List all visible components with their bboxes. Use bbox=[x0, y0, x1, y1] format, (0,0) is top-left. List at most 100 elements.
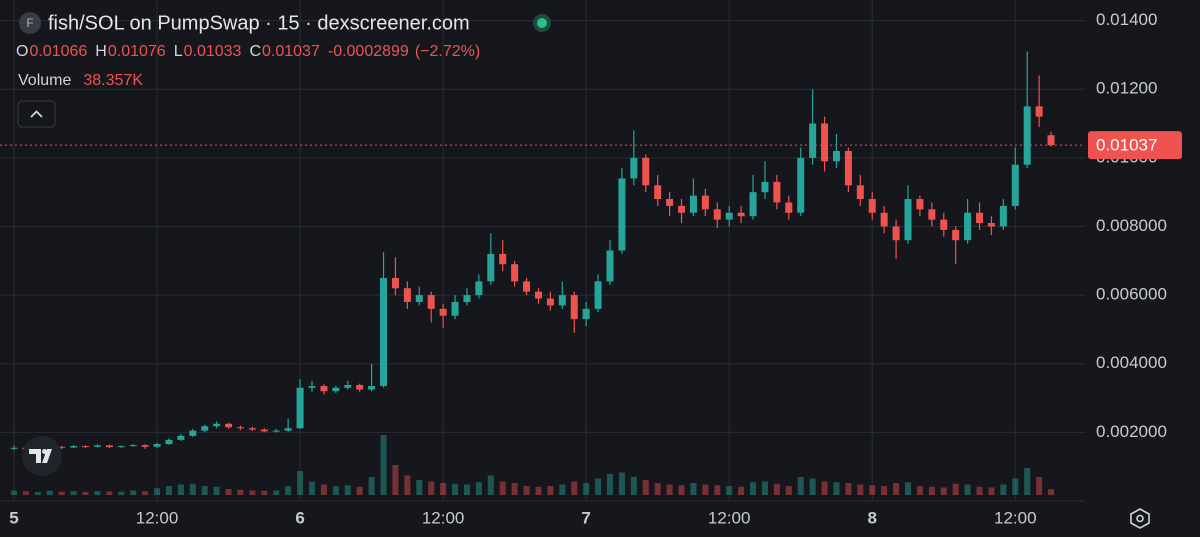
volume-bar bbox=[344, 485, 351, 495]
candle-body bbox=[105, 445, 113, 448]
volume-bar bbox=[523, 486, 530, 495]
volume-bar bbox=[809, 478, 816, 495]
volume-bar bbox=[547, 486, 554, 495]
candle-body bbox=[1035, 106, 1043, 117]
volume-value: 38.357K bbox=[83, 72, 143, 89]
legend-key: C bbox=[249, 43, 261, 60]
candle-body bbox=[403, 288, 411, 302]
candle-body bbox=[177, 435, 185, 440]
volume-bar bbox=[332, 486, 339, 495]
candle-body bbox=[856, 185, 864, 200]
legend-key: L bbox=[174, 43, 183, 60]
candle-body bbox=[272, 430, 280, 432]
volume-bar bbox=[285, 486, 292, 495]
candle-body bbox=[93, 445, 101, 447]
candle-body bbox=[892, 226, 900, 241]
legend-key: H bbox=[95, 43, 107, 60]
candle-body bbox=[1011, 164, 1019, 206]
volume-bar bbox=[630, 477, 637, 495]
candle-body bbox=[868, 199, 876, 213]
volume-bar bbox=[34, 492, 41, 495]
candle-body bbox=[499, 253, 507, 265]
logo-letter: F bbox=[26, 16, 33, 30]
legend-key: O bbox=[16, 43, 28, 60]
volume-bar bbox=[475, 482, 482, 495]
logo bbox=[19, 12, 41, 34]
volume-bar bbox=[845, 483, 852, 495]
candle-body bbox=[678, 205, 686, 213]
volume-bar bbox=[213, 486, 220, 495]
overlay: 0.01037 bbox=[0, 131, 1182, 160]
candle-body bbox=[999, 205, 1007, 227]
volume-bar bbox=[618, 472, 625, 495]
candle-body bbox=[320, 386, 328, 392]
volume-bar bbox=[22, 491, 29, 495]
x-tick-label: 8 bbox=[868, 508, 877, 527]
candle-body bbox=[201, 426, 209, 431]
volume-bar bbox=[130, 490, 137, 495]
volume-bar bbox=[487, 475, 494, 495]
candle-body bbox=[618, 178, 626, 251]
settings-icon[interactable] bbox=[1130, 508, 1150, 529]
candle-body bbox=[737, 212, 745, 217]
legend: O 0.01066 H 0.01076 L 0.01033 C 0.01037 -0.00028… bbox=[16, 43, 480, 89]
volume-bar bbox=[928, 486, 935, 495]
candle-body bbox=[940, 219, 948, 230]
volume-bar bbox=[583, 483, 590, 495]
volume-bar bbox=[666, 484, 673, 495]
volume-bar bbox=[452, 483, 459, 495]
volume-bar bbox=[82, 492, 89, 495]
volume-bar bbox=[58, 491, 65, 495]
candle-body bbox=[523, 281, 531, 292]
candle-body bbox=[809, 123, 817, 158]
candle-body bbox=[916, 199, 924, 210]
volume-bar bbox=[654, 483, 661, 495]
volume-bar bbox=[1048, 489, 1055, 495]
volume-bar bbox=[607, 474, 613, 495]
volume-bar bbox=[273, 490, 280, 495]
volume-bar bbox=[261, 490, 268, 495]
volume-name: Volume bbox=[18, 72, 71, 89]
volume-bar bbox=[702, 484, 709, 495]
candle-body bbox=[10, 447, 18, 449]
volume-bar bbox=[976, 486, 983, 495]
y-tick-label: 0.006000 bbox=[1096, 285, 1167, 304]
volume-bar bbox=[714, 485, 721, 495]
candle-body bbox=[344, 385, 352, 388]
volume-bar bbox=[440, 483, 447, 495]
volume-bar bbox=[511, 483, 518, 495]
candle-body bbox=[880, 212, 888, 227]
legend-value: 0.01037 bbox=[262, 43, 320, 60]
volume-bar bbox=[905, 482, 911, 495]
candle-body bbox=[1023, 106, 1031, 165]
candles bbox=[10, 51, 1055, 451]
candle-body bbox=[713, 209, 721, 220]
volume-bar bbox=[320, 484, 327, 495]
candle-body bbox=[356, 385, 364, 390]
tv-logo bbox=[22, 436, 62, 476]
candle-body bbox=[129, 445, 137, 447]
volume-bar bbox=[857, 484, 864, 495]
chart-title: fish/SOL on PumpSwap · 15 · dexscreener.… bbox=[48, 12, 470, 34]
volume-bar bbox=[189, 483, 196, 495]
legend-value: 0.01033 bbox=[184, 43, 242, 60]
volume-pane bbox=[11, 435, 1055, 495]
candle-body bbox=[225, 423, 233, 428]
volume-bar bbox=[1024, 468, 1031, 495]
candle-body bbox=[368, 386, 376, 390]
volume-bar bbox=[309, 481, 315, 495]
volume-bar bbox=[642, 480, 649, 495]
candle-body bbox=[797, 157, 805, 213]
candle-body bbox=[391, 277, 399, 289]
price-label: 0.01037 bbox=[1096, 136, 1157, 155]
volume-bar bbox=[392, 465, 399, 495]
candle-body bbox=[534, 291, 542, 299]
candle-body bbox=[380, 277, 388, 387]
candle-body bbox=[308, 386, 316, 388]
candle-body bbox=[58, 446, 66, 448]
volume-bar bbox=[11, 490, 17, 495]
candle-body bbox=[332, 387, 340, 392]
collapse-button[interactable] bbox=[17, 100, 56, 128]
